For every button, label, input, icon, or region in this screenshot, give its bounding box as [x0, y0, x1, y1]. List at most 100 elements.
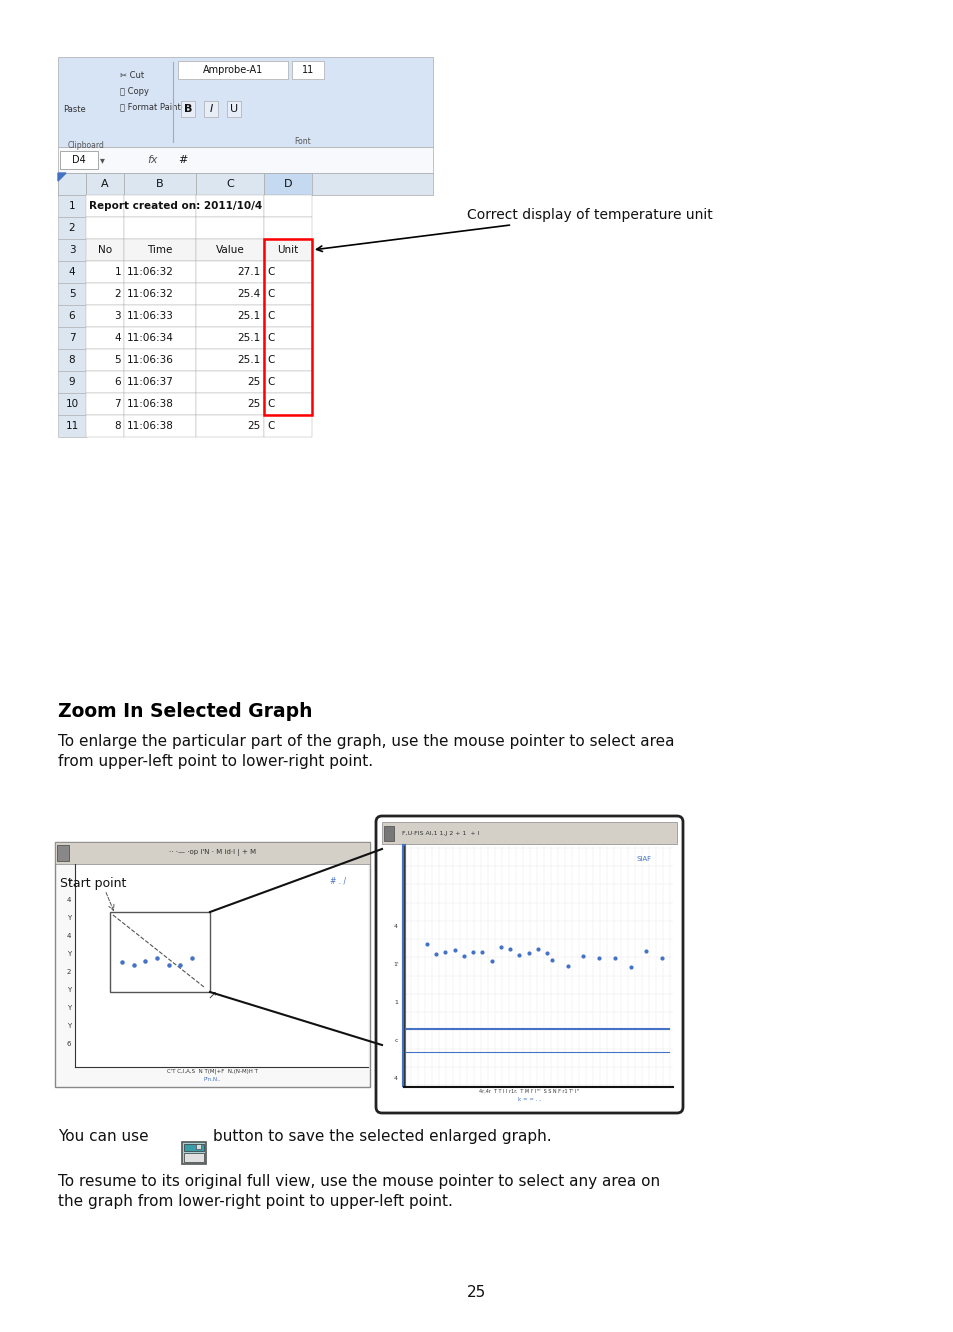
Text: 11: 11 [301, 65, 314, 75]
Bar [195, 349, 264, 372]
Text: B: B [156, 178, 164, 189]
Text: 5: 5 [69, 289, 75, 298]
Bar [55, 842, 370, 864]
Text: 11:06:32: 11:06:32 [127, 266, 173, 277]
Bar [204, 101, 218, 117]
Bar [264, 238, 312, 416]
Bar [264, 238, 312, 261]
Point [493, 936, 508, 958]
Text: 10: 10 [66, 400, 78, 409]
Bar [227, 101, 241, 117]
Bar [86, 238, 124, 261]
Text: C: C [226, 178, 233, 189]
Point [483, 950, 498, 971]
Text: C'T C,I,A,S  N T(M|+F  N,(N-M)H T: C'T C,I,A,S N T(M|+F N,(N-M)H T [167, 1068, 257, 1074]
Bar [264, 416, 312, 437]
Bar [86, 194, 124, 217]
Point [419, 932, 435, 954]
Bar [264, 217, 312, 238]
Point [607, 947, 622, 968]
Text: Y: Y [67, 1023, 71, 1030]
Text: C: C [267, 400, 274, 409]
Bar [181, 101, 194, 117]
Text: 2: 2 [114, 289, 121, 298]
Point [184, 947, 199, 968]
Point [638, 940, 653, 962]
Point [465, 942, 480, 963]
Text: Unit: Unit [277, 245, 298, 254]
Bar [264, 282, 312, 305]
Bar [264, 261, 312, 282]
Text: 25: 25 [248, 377, 261, 388]
Point [126, 954, 141, 975]
Bar [124, 261, 195, 282]
Text: # . /: # . / [330, 876, 346, 884]
Text: SIAF: SIAF [637, 856, 652, 862]
Point [137, 951, 152, 972]
Text: B: B [184, 104, 192, 115]
Bar [124, 282, 195, 305]
Bar [124, 173, 195, 194]
Text: Y: Y [67, 915, 71, 920]
Text: Paste: Paste [63, 104, 86, 113]
Bar [124, 372, 195, 393]
Bar [124, 238, 195, 261]
Bar [86, 305, 124, 326]
Bar [195, 261, 264, 282]
Text: Value: Value [215, 245, 244, 254]
Bar [58, 194, 86, 217]
Text: 6: 6 [67, 1042, 71, 1047]
Point [437, 942, 453, 963]
Bar [195, 326, 264, 349]
Text: 6: 6 [114, 377, 121, 388]
Bar [124, 326, 195, 349]
Text: 25: 25 [467, 1285, 486, 1300]
Bar [195, 393, 264, 416]
Text: Start point: Start point [60, 876, 126, 890]
Text: 11:06:33: 11:06:33 [127, 310, 173, 321]
Text: 1: 1 [69, 201, 75, 210]
Text: Y: Y [67, 951, 71, 956]
Bar [110, 912, 210, 992]
Text: 8: 8 [69, 356, 75, 365]
Text: 27.1: 27.1 [237, 266, 261, 277]
Bar [124, 349, 195, 372]
Text: 11:06:34: 11:06:34 [127, 333, 173, 344]
Bar [58, 173, 433, 194]
Text: #: # [178, 155, 188, 165]
Point [622, 956, 638, 978]
Text: 11:06:36: 11:06:36 [127, 356, 173, 365]
Bar [124, 393, 195, 416]
Bar [86, 173, 124, 194]
Bar [58, 349, 86, 372]
Bar [195, 194, 264, 217]
Text: To resume to its original full view, use the mouse pointer to select any area on: To resume to its original full view, use… [58, 1173, 659, 1209]
Bar [86, 282, 124, 305]
Point [114, 951, 130, 972]
Text: 25.1: 25.1 [237, 310, 261, 321]
Text: ▾: ▾ [99, 155, 104, 165]
Bar [195, 416, 264, 437]
Bar [264, 372, 312, 393]
Bar [124, 217, 195, 238]
Text: C: C [267, 356, 274, 365]
Text: 4: 4 [114, 333, 121, 344]
Text: 4: 4 [394, 1076, 397, 1082]
Bar [182, 1142, 206, 1164]
Text: Y: Y [67, 1006, 71, 1011]
Text: Zoom In Selected Graph: Zoom In Selected Graph [58, 702, 313, 721]
Bar [195, 217, 264, 238]
Text: You can use: You can use [58, 1130, 149, 1144]
Bar [195, 173, 264, 194]
Bar [58, 282, 86, 305]
Bar [264, 393, 312, 416]
Bar [124, 305, 195, 326]
Bar [195, 372, 264, 393]
Text: Y: Y [67, 987, 71, 992]
Point [544, 950, 559, 971]
Bar [55, 842, 370, 1087]
Text: 📋 Copy: 📋 Copy [120, 87, 149, 96]
Point [654, 947, 669, 968]
Point [520, 942, 536, 963]
Bar [86, 217, 124, 238]
